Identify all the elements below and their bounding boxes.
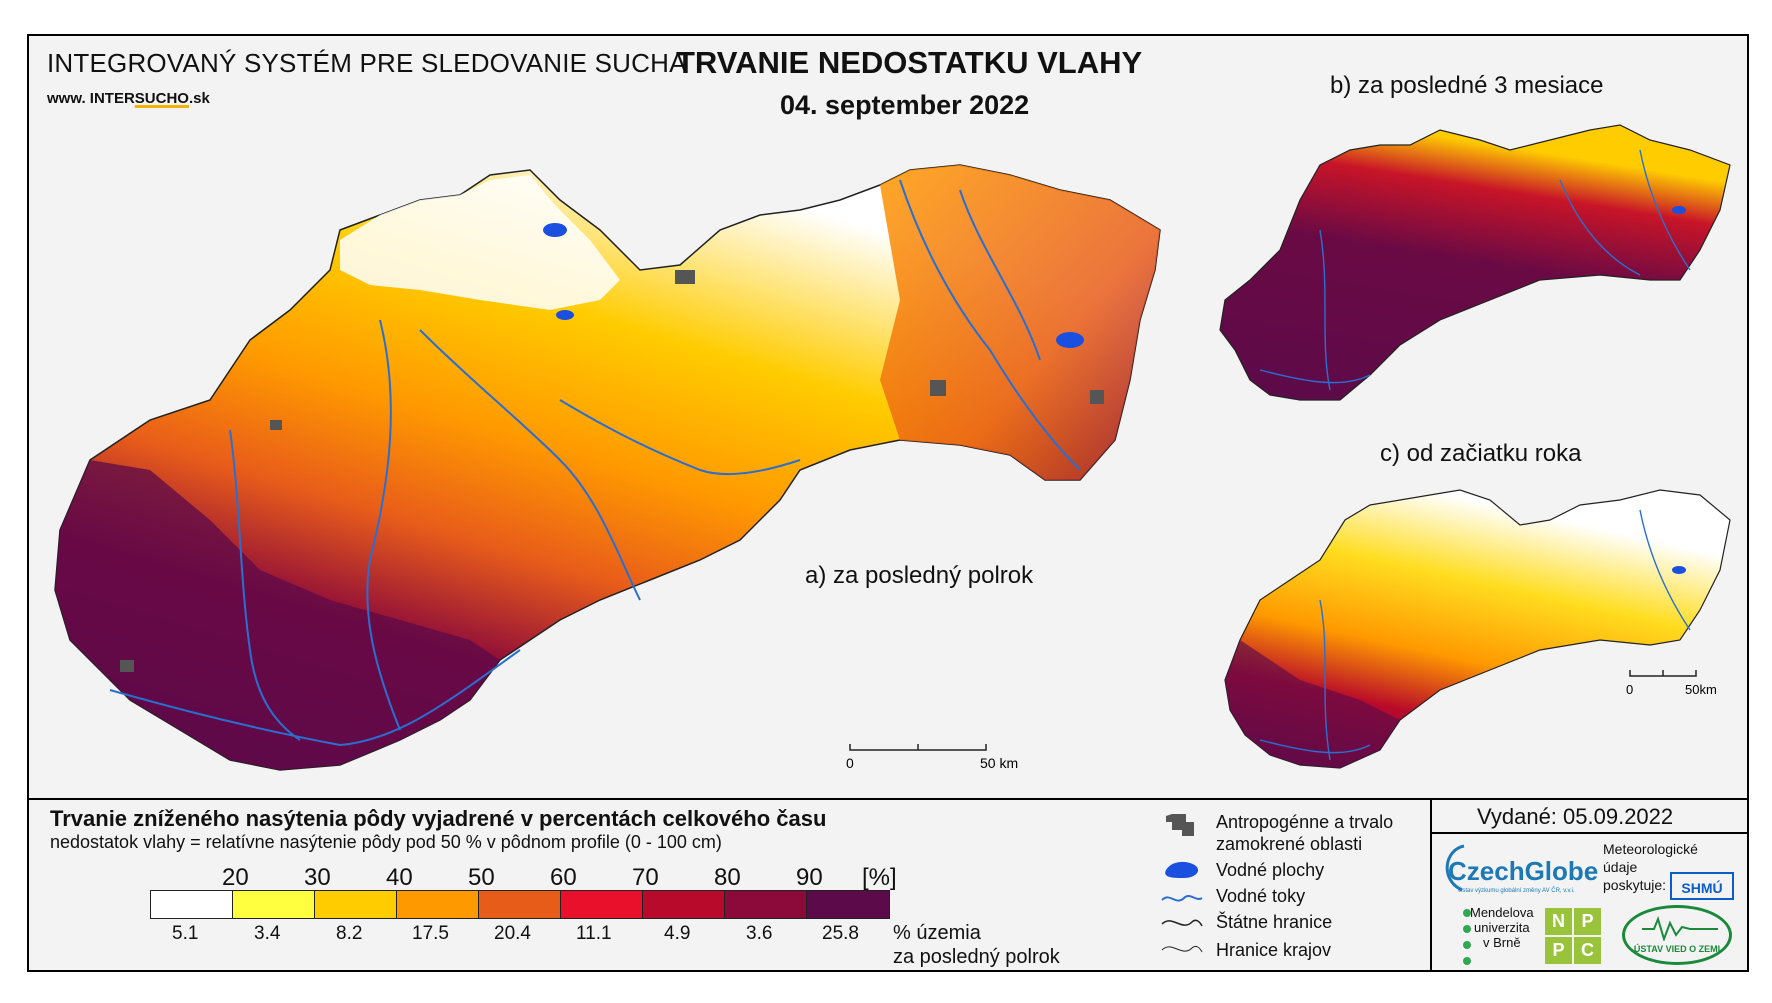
legend-swatch [561, 891, 643, 918]
state-border-label: Štátne hranice [1216, 912, 1333, 932]
map-c-southwest-zone [1225, 640, 1400, 768]
npcp-cell: P [1574, 908, 1601, 935]
met-data-line: údaje [1603, 859, 1638, 875]
czechglobe-logo[interactable]: CzechGlobe [1448, 856, 1599, 886]
npcp-cell: N [1545, 908, 1572, 935]
legend-unit: [%] [862, 864, 897, 891]
website-brand-a: INTER [89, 90, 135, 107]
map-c-rivers [1259, 509, 1691, 761]
met-data-line: poskytuje: [1603, 877, 1667, 893]
water-streams-label: Vodné toky [1216, 886, 1306, 906]
main-scale-end: 50 km [980, 755, 1018, 771]
website-suffix: .sk [188, 90, 210, 107]
legend-tick: 40 [386, 864, 413, 891]
map-b-rivers [1259, 149, 1691, 391]
legend-tick: 20 [222, 864, 249, 891]
issued-date: Vydané: 05.09.2022 [1477, 804, 1674, 829]
legend-swatch [725, 891, 807, 918]
legend-swatch [479, 891, 561, 918]
mendel-dots-icon [1463, 909, 1471, 965]
legend-subtitle: nedostatok vlahy = relatívne nasýtenie p… [50, 832, 722, 852]
map-a-rivers [109, 179, 1081, 747]
area-value: 25.8 [822, 923, 859, 944]
legend-title: Trvanie zníženého nasýtenia pôdy vyjadre… [50, 806, 827, 831]
river-icon [1161, 895, 1203, 902]
inset-scale-start: 0 [1626, 682, 1633, 697]
water-body-icon [1165, 861, 1199, 878]
npcp-cell: P [1545, 937, 1572, 964]
czechglobe-swoosh-icon [1445, 844, 1465, 892]
legend-tick: 30 [304, 864, 331, 891]
legend-swatch [807, 891, 889, 918]
mendel-university-logo[interactable]: Mendelova univerzita v Brně [1470, 905, 1534, 950]
map-c-label: c) od začiatku roka [1380, 440, 1582, 467]
legend-swatch [643, 891, 725, 918]
inset-scale-end: 50km [1685, 682, 1717, 697]
area-label: % územia [893, 922, 981, 944]
map-a-urban-areas [120, 270, 1104, 672]
legend-panel [27, 798, 1749, 972]
area-value: 4.9 [664, 923, 691, 944]
map-a-north-white-zone [340, 175, 620, 310]
mendel-line: univerzita [1473, 920, 1530, 935]
area-value: 8.2 [336, 923, 363, 944]
legend-tick: 70 [632, 864, 659, 891]
anthropogenic-label-1: Antropogénne a trvalo [1216, 812, 1394, 832]
org-name: INTEGROVANÝ SYSTÉM PRE SLEDOVANIE SUCHA [47, 48, 687, 78]
page-title: TRVANIE NEDOSTATKU VLAHY [676, 45, 1143, 80]
legend-tick: 60 [550, 864, 577, 891]
main-scale-bar [849, 744, 987, 751]
anthropogenic-icon [1166, 814, 1194, 836]
inset-scale-bar [1629, 670, 1697, 677]
water-bodies-label: Vodné plochy [1216, 860, 1325, 880]
czechglobe-subtitle: Ústav výzkumu globální změny AV ČR, v.v.… [1458, 888, 1575, 894]
legend-swatch [233, 891, 315, 918]
area-label-period: za posledný polrok [893, 946, 1060, 968]
area-value: 3.4 [254, 923, 281, 944]
area-value: 3.6 [746, 923, 773, 944]
website-prefix: www. [47, 90, 90, 107]
map-a-water-bodies [543, 223, 1084, 348]
met-data-line: Meteorologické [1603, 841, 1698, 857]
map-a-southwest-zone [55, 460, 500, 770]
shmu-logo[interactable]: SHMÚ [1670, 872, 1734, 900]
mendel-line: Mendelova [1470, 905, 1534, 920]
legend-swatch [397, 891, 479, 918]
uvz-logo[interactable]: ÚSTAV VIED O ZEMI [1622, 905, 1732, 965]
region-border-icon [1161, 945, 1203, 953]
met-data-provider: Meteorologické údaje poskytuje: [1603, 840, 1698, 894]
legend-color-scale [150, 890, 890, 919]
area-value: 17.5 [412, 923, 449, 944]
mendel-line: v Brně [1483, 935, 1521, 950]
anthropogenic-label-2: zamokrené oblasti [1216, 834, 1363, 854]
npcp-logo[interactable]: N P P C [1545, 908, 1601, 964]
map-a-label: a) za posledný polrok [805, 562, 1034, 589]
npcp-cell: C [1574, 937, 1601, 964]
state-border-icon [1161, 919, 1203, 927]
map-b-territory [1219, 124, 1731, 401]
legend-tick: 80 [714, 864, 741, 891]
website-link[interactable]: www. INTERSUCHO.sk [47, 90, 210, 107]
map-a [54, 164, 1161, 771]
legend-tick: 90 [796, 864, 823, 891]
region-border-label: Hranice krajov [1216, 940, 1332, 960]
issued-divider [1430, 832, 1749, 834]
legend-tick: 50 [468, 864, 495, 891]
website-brand-b: SUCHO [134, 90, 189, 107]
area-value: 5.1 [172, 923, 199, 944]
legend-divider [1430, 798, 1432, 972]
map-c [1224, 489, 1731, 769]
symbol-legend-icons [1161, 814, 1203, 953]
area-value: 20.4 [494, 923, 531, 944]
area-value: 11.1 [576, 923, 612, 944]
page-date: 04. september 2022 [780, 90, 1030, 120]
map-b [1219, 124, 1731, 401]
legend-swatch [151, 891, 233, 918]
uvz-seismograph-icon [1642, 915, 1718, 941]
legend-swatch [315, 891, 397, 918]
map-b-label: b) za posledné 3 mesiace [1330, 72, 1604, 99]
map-a-east-zone [880, 165, 1160, 480]
main-scale-start: 0 [846, 755, 854, 771]
